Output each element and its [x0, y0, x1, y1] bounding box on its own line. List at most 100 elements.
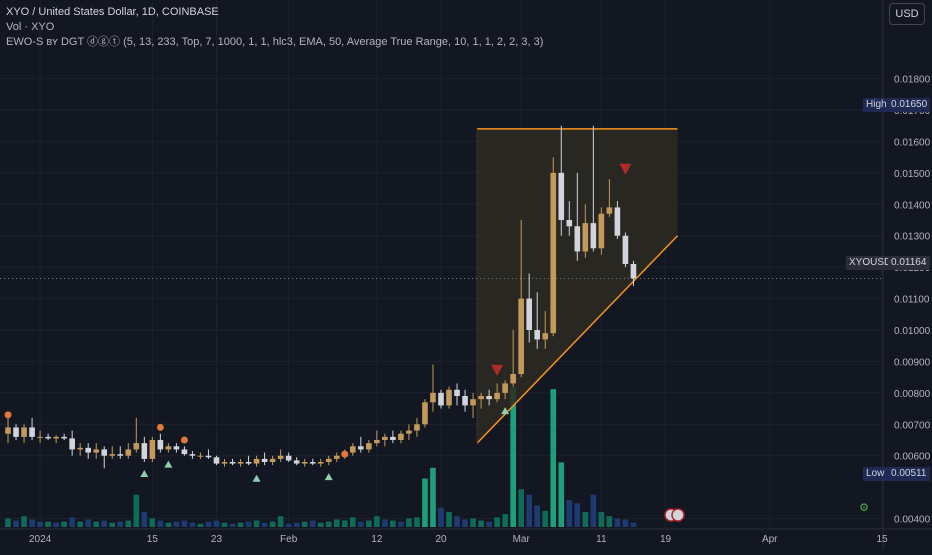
volume-bar: [430, 467, 436, 527]
candle-body: [526, 298, 533, 330]
candle-body: [494, 392, 500, 400]
y-tick-label: 0.01100: [894, 295, 930, 306]
candle-body: [221, 462, 228, 464]
signal-up-icon: [324, 473, 333, 481]
volume-bar: [534, 505, 541, 527]
candle-body: [590, 223, 597, 249]
volume-bar: [630, 522, 637, 527]
candle-body: [13, 427, 19, 437]
candle-body: [293, 460, 300, 464]
volume-bar: [382, 519, 388, 527]
candle-body: [237, 462, 244, 464]
x-tick-label: 20: [435, 534, 447, 545]
x-tick-label: 15: [876, 534, 888, 545]
signal-up-icon: [164, 460, 173, 468]
volume-bar: [5, 518, 11, 527]
volume-bar: [253, 520, 260, 527]
signal-dot: [180, 436, 188, 444]
candle-body: [5, 427, 11, 434]
volume-bar: [117, 521, 124, 527]
y-tick-label: 0.01300: [894, 232, 931, 243]
settings-icon[interactable]: ⚙: [859, 502, 869, 514]
candle-body: [542, 333, 549, 340]
signal-up-icon: [140, 470, 149, 477]
volume-bar: [77, 521, 83, 527]
indicator-legend[interactable]: EWO-S ʙʏ DGT ⓓⓖⓣ (5, 13, 233, Top, 7, 10…: [6, 36, 544, 48]
volume-bar: [229, 523, 236, 527]
x-tick-label: 2024: [29, 534, 52, 545]
signal-up-icon: [501, 407, 510, 415]
y-tick-label: 0.00700: [894, 420, 931, 431]
candle-body: [37, 436, 43, 438]
volume-bar: [213, 520, 220, 527]
candle-body: [85, 447, 92, 453]
volume-bar: [470, 518, 476, 527]
symbol-price-label: XYOUSD: [846, 256, 891, 270]
volume-bar: [53, 522, 59, 527]
volume-bar: [582, 511, 589, 527]
candle-body: [101, 449, 108, 456]
candle-body: [165, 446, 172, 450]
candle-body: [253, 458, 260, 464]
volume-bar: [526, 494, 533, 527]
volume-bar: [37, 521, 43, 527]
volume-bar: [494, 517, 500, 527]
candle-body: [574, 226, 581, 252]
volume-bar: [205, 521, 212, 527]
candle-body: [630, 264, 637, 279]
volume-bar: [125, 520, 132, 527]
y-tick-label: 0.00600: [894, 452, 931, 463]
volume-bar: [349, 517, 356, 527]
signal-dot: [341, 450, 349, 458]
candle-body: [181, 449, 188, 455]
candle-body: [285, 455, 292, 461]
candle-body: [390, 436, 396, 440]
candle-body: [261, 458, 268, 462]
volume-bar: [390, 520, 396, 527]
volume-bar: [414, 517, 420, 527]
candle-body: [213, 457, 220, 464]
candle-body: [566, 220, 573, 227]
volume-bar: [542, 510, 549, 527]
candle-body: [61, 436, 67, 439]
candle-body: [406, 430, 412, 434]
candle-body: [325, 458, 332, 462]
volume-bar: [85, 519, 92, 527]
y-tick-label: 0.01000: [894, 326, 931, 337]
candle-body: [197, 455, 204, 457]
currency-button[interactable]: USD: [889, 3, 925, 25]
y-tick-label: 0.00400: [894, 515, 931, 526]
symbol-title[interactable]: XYO / United States Dollar, 1D, COINBASE: [6, 6, 219, 18]
volume-bar: [566, 500, 573, 527]
volume-bar: [454, 516, 460, 527]
candle-body: [558, 172, 565, 220]
volume-bar: [606, 516, 613, 527]
volume-bar: [486, 521, 492, 527]
volume-bar: [69, 517, 75, 527]
volume-bar: [181, 520, 188, 527]
candle-body: [189, 454, 196, 456]
volume-bar: [446, 511, 452, 527]
volume-bar: [165, 522, 172, 527]
volume-bar: [622, 519, 629, 527]
signal-dot: [156, 423, 164, 431]
y-tick-label: 0.01500: [894, 169, 931, 180]
volume-bar: [341, 520, 348, 527]
volume-bar: [245, 521, 252, 527]
candle-body: [301, 462, 308, 464]
candle-body: [309, 462, 316, 464]
candle-body: [149, 440, 156, 459]
volume-bar: [29, 519, 35, 527]
volume-bar: [366, 520, 372, 527]
candle-body: [333, 455, 340, 459]
volume-bar: [301, 521, 308, 527]
volume-legend[interactable]: Vol · XYO: [6, 21, 55, 33]
candle-body: [125, 449, 132, 456]
volume-bar: [614, 518, 621, 527]
signal-up-icon: [252, 474, 261, 482]
candle-body: [422, 402, 428, 425]
high-label: High: [863, 98, 888, 112]
volume-bar: [590, 494, 597, 527]
